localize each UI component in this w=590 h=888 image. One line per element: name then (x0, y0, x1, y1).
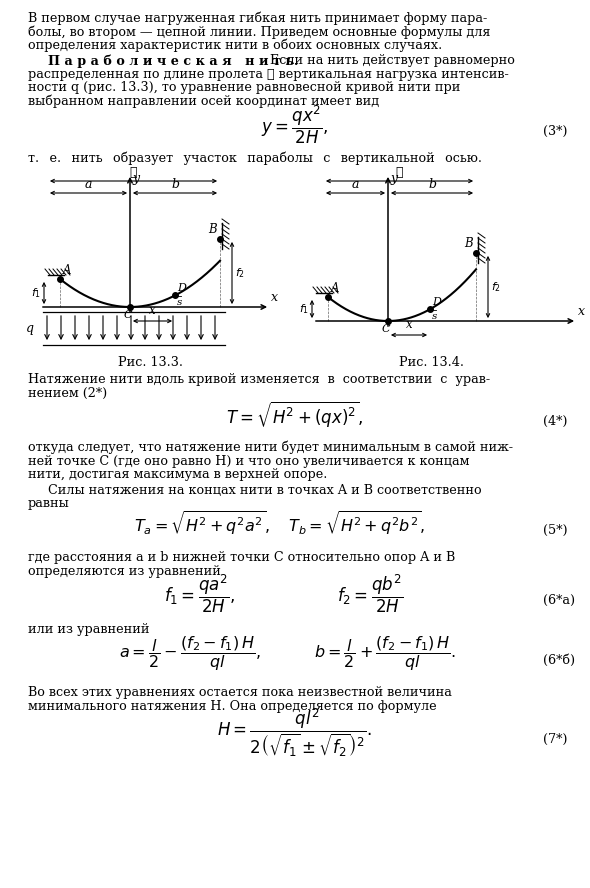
Text: $f_2 = \dfrac{qb^2}{2H}$: $f_2 = \dfrac{qb^2}{2H}$ (337, 573, 404, 614)
Text: $T = \sqrt{H^2 + (qx)^2},$: $T = \sqrt{H^2 + (qx)^2},$ (227, 400, 363, 430)
Text: a: a (85, 178, 92, 191)
Text: В первом случае нагруженная гибкая нить принимает форму пара-: В первом случае нагруженная гибкая нить … (28, 12, 487, 26)
Text: $y = \dfrac{qx^2}{2H},$: $y = \dfrac{qx^2}{2H},$ (261, 103, 329, 146)
Text: минимального натяжения H. Она определяется по формуле: минимального натяжения H. Она определяет… (28, 700, 437, 712)
Text: Рис. 13.4.: Рис. 13.4. (399, 356, 464, 369)
Text: $b = \dfrac{l}{2} + \dfrac{(f_2-f_1)\,H}{ql}.$: $b = \dfrac{l}{2} + \dfrac{(f_2-f_1)\,H}… (314, 635, 456, 673)
Text: x: x (149, 304, 156, 317)
Text: y: y (132, 172, 139, 185)
Text: Натяжение нити вдоль кривой изменяется  в  соответствии  с  урав-: Натяжение нити вдоль кривой изменяется в… (28, 373, 490, 386)
Text: (5*): (5*) (543, 524, 568, 536)
Text: равны: равны (28, 497, 70, 510)
Text: распределенная по длине пролета ℓ вертикальная нагрузка интенсив-: распределенная по длине пролета ℓ вертик… (28, 68, 509, 81)
Text: ней точке C (где оно равно H) и что оно увеличивается к концам: ней точке C (где оно равно H) и что оно … (28, 455, 470, 467)
Text: B: B (208, 223, 217, 236)
Text: s: s (432, 313, 437, 321)
Text: x: x (271, 291, 278, 304)
Text: ℓ: ℓ (130, 166, 137, 179)
Text: $f_1$: $f_1$ (299, 302, 309, 316)
Text: x: x (578, 305, 585, 318)
Text: ℓ: ℓ (396, 166, 403, 179)
Text: A: A (63, 264, 71, 277)
Text: выбранном направлении осей координат имеет вид: выбранном направлении осей координат име… (28, 95, 379, 108)
Text: нити, достигая максимума в верхней опоре.: нити, достигая максимума в верхней опоре… (28, 468, 327, 481)
Text: определения характеристик нити в обоих основных случаях.: определения характеристик нити в обоих о… (28, 39, 442, 52)
Text: a: a (352, 178, 359, 191)
Text: D: D (177, 283, 186, 293)
Text: т.  е.  нить  образует  участок  параболы  с  вертикальной  осью.: т. е. нить образует участок параболы с в… (28, 152, 482, 165)
Text: $a = \dfrac{l}{2} - \dfrac{(f_2-f_1)\,H}{ql},$: $a = \dfrac{l}{2} - \dfrac{(f_2-f_1)\,H}… (119, 635, 261, 673)
Text: b: b (171, 178, 179, 191)
Text: ности q (рис. 13.3), то уравнение равновесной кривой нити при: ности q (рис. 13.3), то уравнение равнов… (28, 82, 460, 94)
Text: Во всех этих уравнениях остается пока неизвестной величина: Во всех этих уравнениях остается пока не… (28, 686, 452, 699)
Text: B: B (464, 237, 473, 250)
Text: x: x (406, 318, 412, 331)
Text: (4*): (4*) (543, 415, 568, 428)
Text: Силы натяжения на концах нити в точках A и B соответственно: Силы натяжения на концах нити в точках A… (48, 483, 481, 496)
Text: (6*а): (6*а) (543, 593, 575, 607)
Text: (6*б): (6*б) (543, 654, 575, 667)
Text: s: s (177, 298, 182, 307)
Text: C: C (124, 310, 132, 320)
Text: $f_1 = \dfrac{qa^2}{2H},$: $f_1 = \dfrac{qa^2}{2H},$ (164, 573, 236, 614)
Text: y: y (390, 172, 397, 185)
Text: $f_2$: $f_2$ (235, 266, 245, 280)
Text: $f_1$: $f_1$ (31, 286, 41, 300)
Text: болы, во втором — цепной линии. Приведем основные формулы для: болы, во втором — цепной линии. Приведем… (28, 26, 490, 39)
Text: (7*): (7*) (543, 733, 568, 746)
Text: A: A (331, 282, 339, 295)
Text: нением (2*): нением (2*) (28, 386, 107, 400)
Text: D: D (432, 297, 441, 307)
Text: или из уравнений: или из уравнений (28, 623, 149, 637)
Text: (3*): (3*) (543, 124, 568, 138)
Text: где расстояния a и b нижней точки C относительно опор A и B: где расстояния a и b нижней точки C отно… (28, 551, 455, 565)
Text: П а р а б о л и ч е с к а я   н и т ь.: П а р а б о л и ч е с к а я н и т ь. (48, 54, 299, 68)
Text: C: C (382, 324, 390, 334)
Text: $T_a = \sqrt{H^2 + q^2a^2}, \quad T_b = \sqrt{H^2 + q^2b^2},$: $T_a = \sqrt{H^2 + q^2a^2}, \quad T_b = … (135, 510, 425, 537)
Text: $f_2$: $f_2$ (491, 280, 501, 294)
Text: $H = \dfrac{ql^2}{2\left(\sqrt{f_1} \pm \sqrt{f_2}\right)^2}.$: $H = \dfrac{ql^2}{2\left(\sqrt{f_1} \pm … (217, 707, 373, 759)
Text: b: b (428, 178, 436, 191)
Text: Если на нить действует равномерно: Если на нить действует равномерно (266, 54, 515, 67)
Text: откуда следует, что натяжение нити будет минимальным в самой ниж-: откуда следует, что натяжение нити будет… (28, 441, 513, 455)
Text: определяются из уравнений: определяются из уравнений (28, 565, 221, 578)
Text: Рис. 13.3.: Рис. 13.3. (117, 356, 182, 369)
Text: q: q (26, 322, 34, 335)
